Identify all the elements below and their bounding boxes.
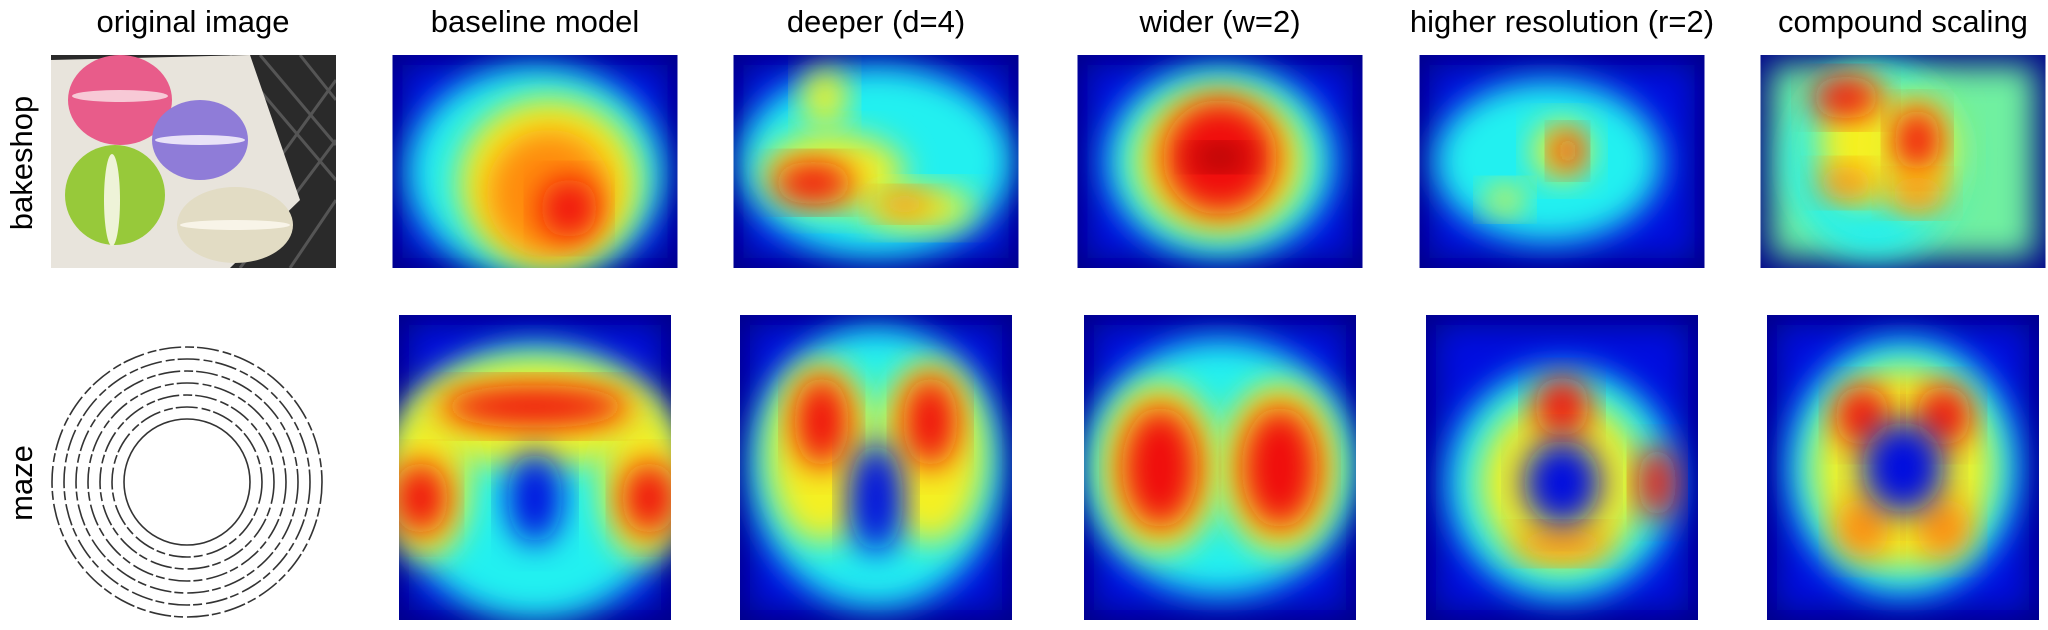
column-title: wider (w=2) [1138,4,1300,39]
heat-blob [801,67,848,128]
heat-blob [1916,385,1972,447]
heatmap [740,315,1012,620]
heatmap [399,315,671,620]
bakeshop-photo [51,55,336,268]
heat-blob [848,443,904,553]
heat-blob [1811,76,1881,119]
heat-blob [622,461,671,535]
heat-blob [1835,498,1890,559]
heat-blob [399,461,448,535]
heat-blob [1513,528,1611,559]
heatmap [1077,55,1363,268]
heat-blob [1638,446,1677,520]
heat-blob [1888,176,1946,211]
heat-blob [1534,376,1590,437]
column-title: original image [97,4,290,39]
heatmaps [392,55,2046,620]
heat-blob [1523,440,1601,526]
column-title: higher resolution (r=2) [1410,4,1714,39]
heat-blob [1122,406,1199,529]
column-title: deeper (d=4) [787,4,965,39]
heat-blob [1835,385,1890,447]
heat-blob [794,376,849,468]
heat-blob [540,178,598,239]
labels: original image baseline model deeper (d=4)… [4,4,2028,521]
heat-blob [1817,165,1875,200]
heatmap [1760,55,2046,268]
heat-blob [1553,131,1582,171]
heatmap [1419,55,1705,268]
heatmap [1426,315,1698,620]
heat-blob [773,161,854,205]
heat-blob [1916,498,1972,559]
heat-blob [1862,421,1944,514]
column-title: compound scaling [1778,4,2028,39]
heat-blob [507,452,563,544]
row-label: maze [4,445,39,521]
heatmap [392,55,678,268]
row-label: bakeshop [4,96,39,230]
heat-blob [876,191,933,217]
heat-blob [1485,184,1525,215]
heatmap [1084,315,1356,620]
heatmap [1767,315,2039,620]
heat-blob [1241,406,1318,529]
heat-blob [1191,146,1249,168]
maze-image [51,346,323,618]
heat-blob [439,385,631,428]
heatmap [733,55,1019,268]
heat-blob [903,376,958,468]
heat-blob [1894,108,1941,173]
column-title: baseline model [431,4,640,39]
